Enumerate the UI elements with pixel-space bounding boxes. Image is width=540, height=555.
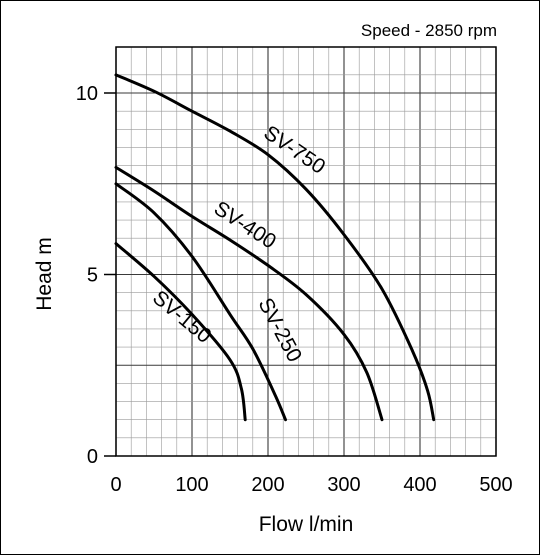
curve-sv-750: [114, 73, 436, 422]
curves: [114, 73, 436, 422]
y-tick-label: 5: [87, 265, 98, 287]
curve-label-sv-150: SV-150: [148, 286, 216, 348]
x-tick-label: 400: [403, 474, 436, 496]
grid: [104, 46, 497, 457]
x-tick-label: 200: [251, 474, 284, 496]
x-tick-label: 100: [175, 474, 208, 496]
x-tick-label: 500: [479, 474, 512, 496]
curve-label-sv-750: SV-750: [259, 121, 329, 179]
curve-sv-250: [114, 182, 287, 422]
x-axis-label: Flow l/min: [259, 513, 354, 536]
y-axis-label: Head m: [33, 237, 56, 311]
x-tick-label: 0: [110, 474, 121, 496]
curve-label-sv-400: SV-400: [210, 197, 280, 254]
speed-annotation: Speed - 2850 rpm: [361, 21, 497, 40]
y-tick-label: 0: [87, 446, 98, 468]
tick-labels: 0 100 200 300 400 500 0 5 10: [76, 83, 513, 496]
curve-sv-150: [114, 242, 247, 422]
curve-sv-400: [114, 165, 384, 422]
x-tick-label: 300: [327, 474, 360, 496]
plot-border: [115, 46, 497, 457]
y-tick-label: 10: [76, 83, 98, 105]
